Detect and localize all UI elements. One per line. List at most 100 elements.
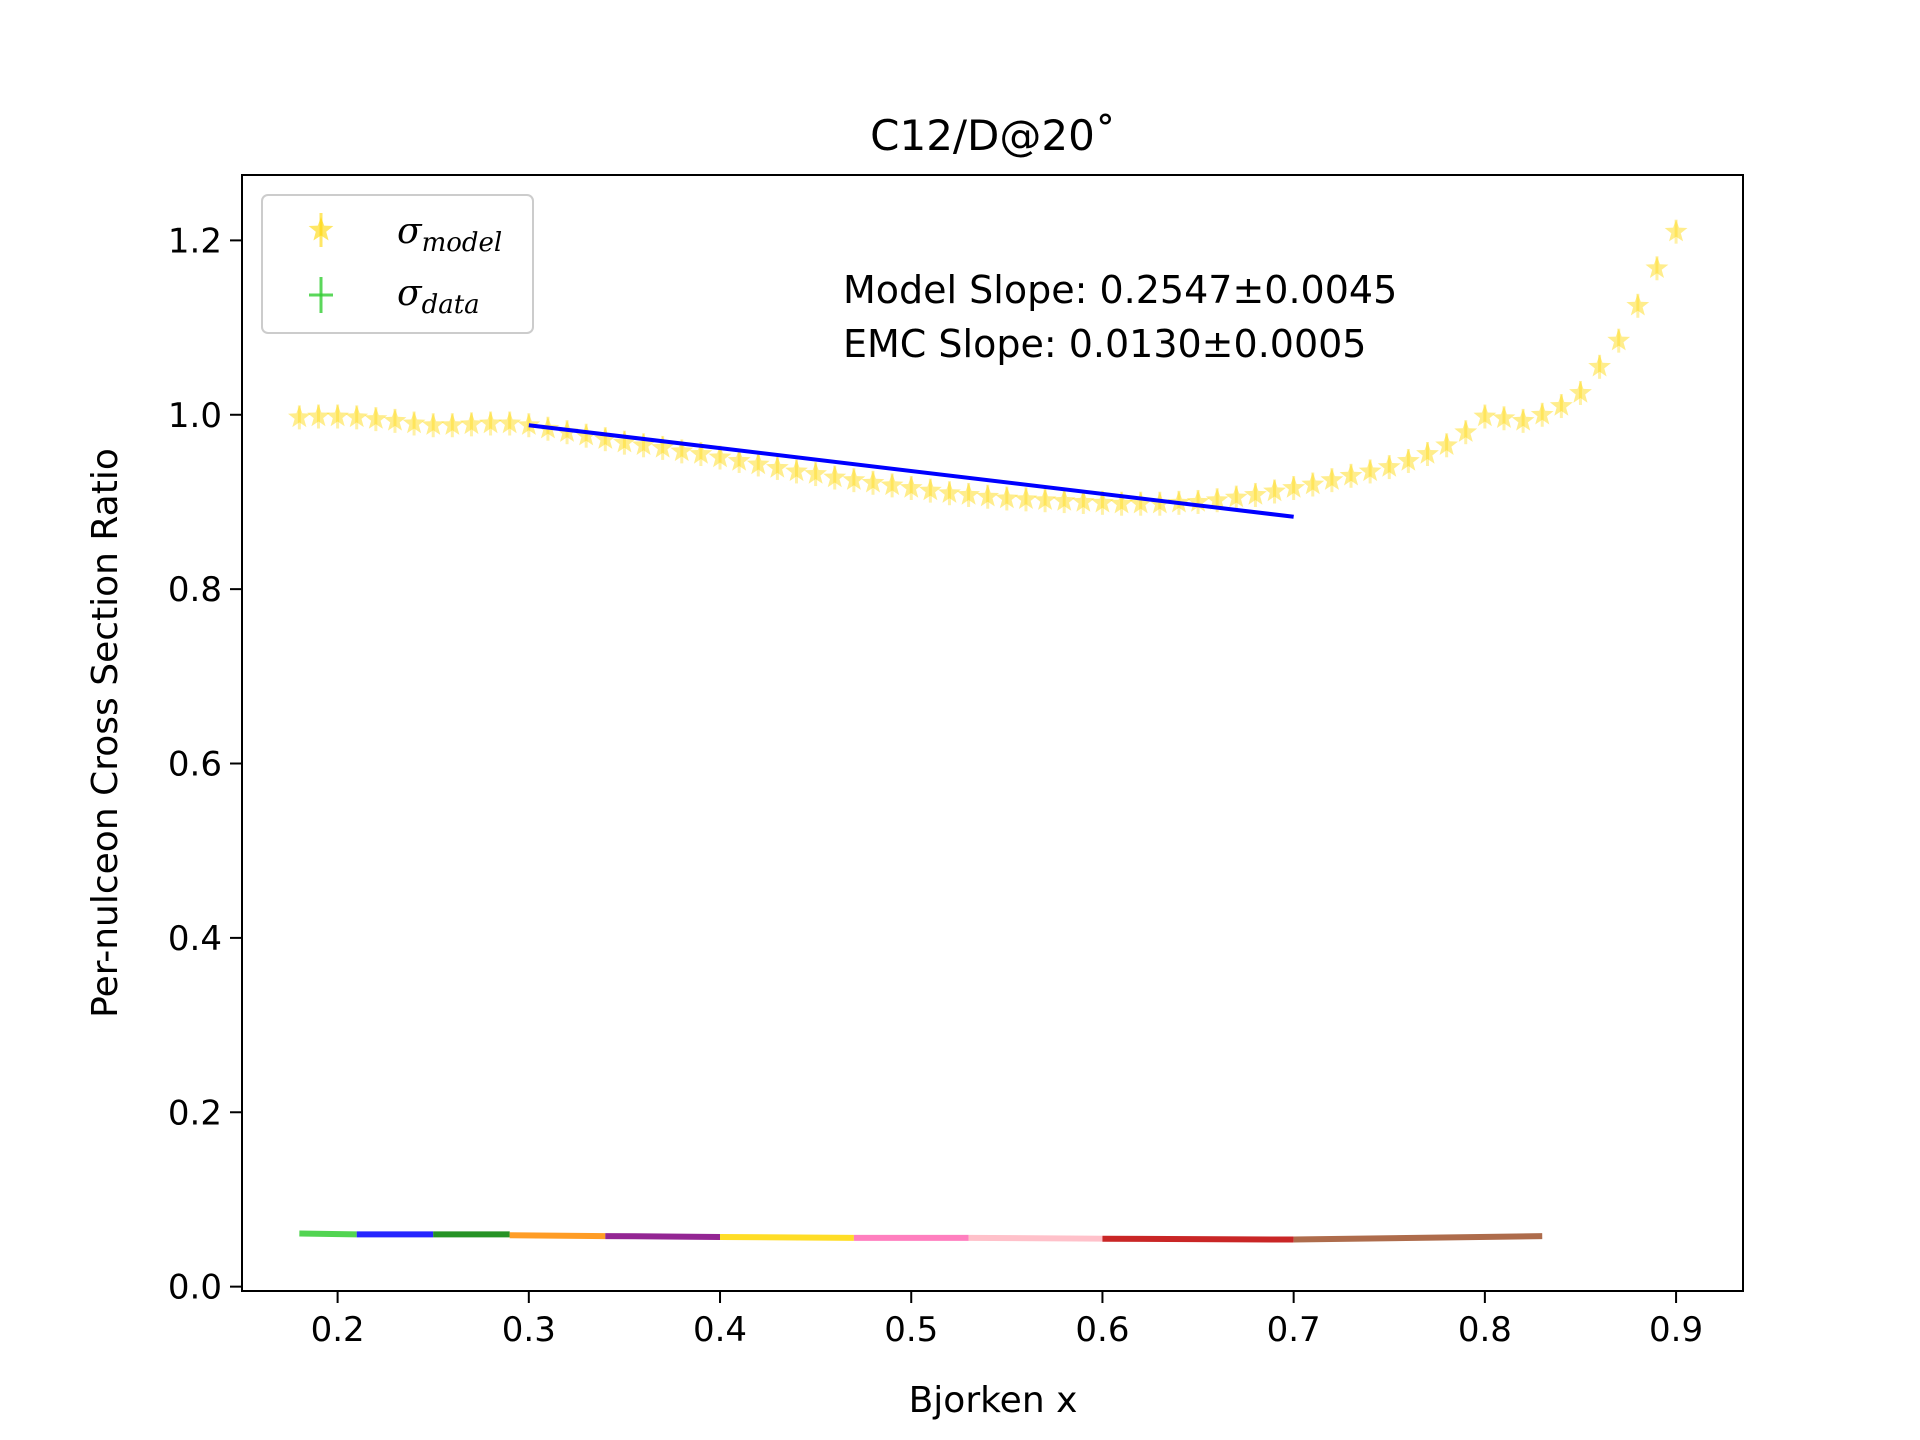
x-tick-label: 0.4 [693,1310,747,1350]
emc-data-segment [299,1230,357,1238]
model-point [345,405,369,428]
model-point [383,408,407,431]
model-point [517,413,541,435]
x-tick-label: 0.8 [1458,1310,1512,1350]
x-tick-label: 0.7 [1267,1310,1321,1350]
x-tick-label: 0.3 [502,1310,556,1350]
x-tick-label: 0.5 [884,1310,938,1350]
model-point [1511,408,1535,431]
model-point [632,433,655,455]
x-tick-label: 0.9 [1649,1310,1703,1350]
model-point [1530,402,1554,425]
model-point [823,465,847,488]
chart-title: C12/D@20˚ [870,111,1116,160]
model-point [1549,394,1573,416]
model-point [1492,406,1516,428]
model-point [1091,490,1114,513]
legend-data-marker [309,277,333,313]
y-axis-label: Per-nulceon Cross Section Ratio [85,448,126,1018]
model-point [1664,219,1688,242]
plot-area [288,219,1688,1243]
model-point [995,486,1019,509]
emc-data-segment [968,1234,1103,1242]
y-tick-label: 0.6 [168,745,222,785]
model-point [689,442,713,464]
y-tick-label: 1.0 [168,396,222,436]
annotations: Model Slope: 0.2547±0.0045 EMC Slope: 0.… [843,268,1397,366]
model-point [899,476,923,498]
model-point [1473,404,1497,427]
model-point [1071,490,1095,512]
model-point [1205,488,1229,510]
model-point [651,435,675,458]
model-point [957,483,980,505]
y-axis: 0.0 0.2 0.4 0.6 0.8 1.0 1.2 [168,221,242,1308]
model-point [1129,491,1153,514]
emc-data-segment [605,1233,721,1240]
model-point [1454,420,1478,442]
model-point [460,412,483,435]
model-point [402,411,426,434]
y-tick-label: 0.0 [168,1268,222,1308]
model-point [1626,293,1650,316]
model-point [670,439,694,462]
model-point [326,404,349,427]
model-point [1358,459,1382,482]
model-point [1569,381,1592,403]
model-point [1033,488,1057,510]
x-tick-label: 0.6 [1075,1310,1129,1350]
model-point [1014,487,1038,509]
legend-model-label: σmodel [397,211,502,258]
model-point [1110,491,1133,514]
model-point [1282,476,1306,498]
plot-frame [241,174,1744,1292]
model-point [307,404,330,427]
model-point [498,411,522,434]
model-point [593,427,617,449]
legend-data-label: σdata [397,273,480,320]
model-point [1339,463,1363,486]
x-axis: 0.2 0.3 0.4 0.5 0.6 0.7 0.8 0.9 [311,1291,1703,1350]
model-point [1301,472,1325,495]
model-point [746,452,770,475]
model-point [918,478,942,501]
model-point [861,470,885,493]
model-point [1244,483,1267,505]
model-point [479,411,502,434]
legend: σmodel σdata [261,194,534,334]
model-point [766,455,789,478]
model-point [440,413,464,435]
y-tick-label: 0.2 [168,1093,222,1133]
legend-model-marker [308,213,334,247]
model-point [288,405,311,428]
model-point [976,484,1000,507]
model-point [1186,490,1210,512]
model-point [1320,468,1344,490]
model-point [1263,479,1286,502]
emc-data-segment [1293,1233,1543,1243]
model-fit-line [528,423,1294,519]
model-slope-annotation: Model Slope: 0.2547±0.0045 [843,268,1397,312]
emc-data-segment [509,1232,606,1240]
emc-data-segment [1102,1235,1294,1243]
model-point [938,481,961,503]
model-point [880,473,904,496]
emc-slope-annotation: EMC Slope: 0.0130±0.0005 [843,322,1366,366]
x-tick-label: 0.2 [311,1310,365,1350]
y-tick-label: 1.2 [168,221,222,261]
model-point [727,449,751,471]
y-tick-label: 0.4 [168,919,222,959]
model-point [613,430,636,453]
model-point [1397,449,1420,471]
model-point [1377,455,1401,477]
model-point [804,462,827,484]
model-point [1435,433,1458,455]
model-point [1645,256,1669,278]
emc-data-segment [720,1233,854,1241]
model-point [1416,442,1439,464]
model-point [421,413,445,435]
y-tick-label: 0.8 [168,570,222,610]
model-point [1588,354,1611,377]
model-point [364,407,388,429]
